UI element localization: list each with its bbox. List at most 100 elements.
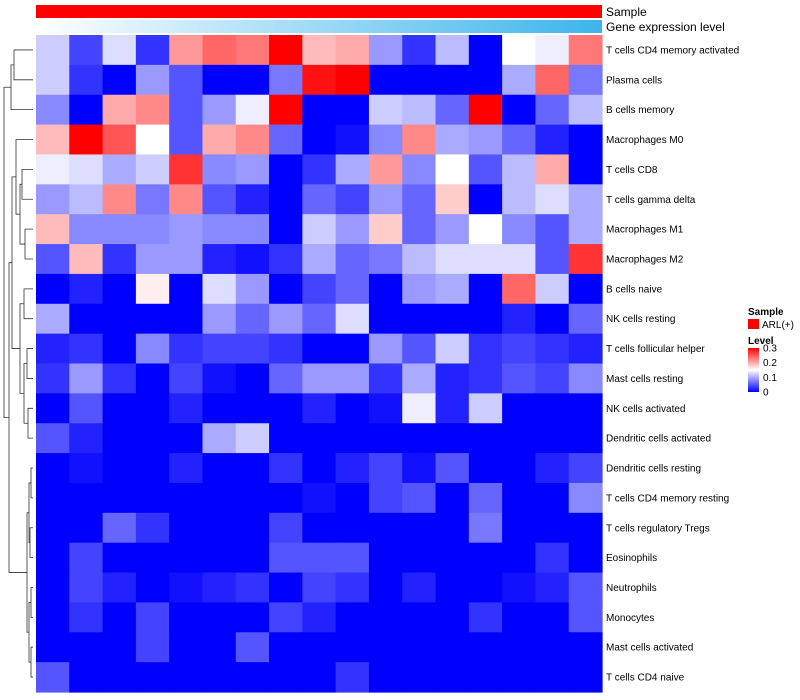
heatmap-cell: [235, 94, 270, 126]
heatmap-cell: [202, 184, 237, 215]
heatmap-cell: [69, 482, 104, 514]
heatmap-cell: [535, 214, 570, 245]
heatmap-cell: [402, 303, 437, 335]
heatmap-cell: [202, 214, 237, 245]
heatmap-cell: [468, 333, 503, 365]
gene-expression-annotation-bar: [36, 20, 602, 33]
heatmap-cell: [368, 154, 403, 185]
heatmap-cell: [102, 124, 137, 156]
heatmap-cell: [235, 542, 270, 574]
heatmap-cell: [302, 64, 337, 96]
row-label: T cells follicular helper: [606, 344, 705, 355]
heatmap-cell: [568, 482, 603, 514]
heatmap-cell: [435, 214, 470, 245]
heatmap-cell: [202, 244, 237, 275]
heatmap-cell: [36, 94, 70, 126]
row-label: Plasma cells: [606, 75, 662, 86]
heatmap-cell: [235, 154, 270, 185]
dendrogram-link: [23, 288, 33, 320]
heatmap-cell: [235, 602, 270, 633]
heatmap-cell: [502, 632, 537, 663]
row-label: T cells regulatory Tregs: [606, 523, 710, 534]
heatmap-cell: [169, 482, 204, 514]
heatmap-cell: [102, 512, 137, 544]
heatmap-cell: [402, 273, 437, 305]
heatmap-cell: [202, 64, 237, 96]
heatmap-cell: [269, 602, 303, 633]
heatmap-cell: [102, 94, 137, 126]
heatmap-cell: [368, 363, 403, 394]
heatmap-cell: [435, 333, 470, 365]
heatmap-cell: [202, 542, 237, 574]
heatmap-cell: [335, 363, 370, 394]
dendrogram-link: [30, 646, 33, 678]
heatmap-cell: [502, 542, 537, 574]
heatmap-cell: [502, 423, 537, 454]
heatmap-cell: [169, 512, 204, 544]
heatmap-cell: [535, 632, 570, 663]
heatmap-cell: [368, 662, 403, 693]
heatmap-cell: [269, 393, 303, 424]
heatmap-cell: [335, 94, 370, 126]
heatmap-cell: [402, 423, 437, 454]
heatmap-cell: [202, 363, 237, 394]
sample-legend-swatch: [748, 319, 759, 329]
heatmap-cell: [135, 124, 170, 156]
heatmap-cell: [202, 303, 237, 335]
heatmap-cell: [568, 632, 603, 663]
heatmap-cell: [502, 244, 537, 275]
heatmap-cell: [568, 35, 603, 66]
heatmap-cell: [568, 64, 603, 96]
heatmap-cell: [269, 363, 303, 394]
heatmap-cell: [135, 602, 170, 633]
row-dendrogram: [3, 49, 33, 678]
row-label: NK cells resting: [606, 314, 675, 325]
heatmap-cell: [402, 363, 437, 394]
heatmap-cell: [135, 453, 170, 484]
heatmap-cell: [335, 512, 370, 544]
heatmap-cell: [335, 662, 370, 693]
heatmap-cell: [502, 64, 537, 96]
dendrogram-link: [24, 228, 33, 260]
heatmap-cell: [435, 244, 470, 275]
heatmap-cell: [368, 244, 403, 275]
heatmap-cell: [169, 662, 204, 693]
heatmap-cell: [368, 214, 403, 245]
heatmap-cell: [302, 273, 337, 305]
heatmap-cell: [468, 542, 503, 574]
heatmap-cell: [36, 154, 70, 185]
heatmap-cell: [169, 303, 204, 335]
heatmap-cell: [468, 244, 503, 275]
heatmap-cell: [36, 333, 70, 365]
heatmap-cell: [36, 482, 70, 514]
heatmap-cell: [36, 124, 70, 156]
heatmap-cell: [568, 214, 603, 245]
heatmap-cell: [135, 214, 170, 245]
heatmap-cell: [169, 124, 204, 156]
heatmap-cell: [169, 602, 204, 633]
heatmap-cell: [368, 632, 403, 663]
heatmap-cell: [402, 512, 437, 544]
heatmap-cell: [435, 572, 470, 604]
heatmap-cell: [402, 542, 437, 574]
heatmap-cell: [169, 572, 204, 604]
heatmap-cell: [135, 363, 170, 394]
heatmap-cell: [568, 572, 603, 604]
heatmap-cell: [502, 453, 537, 484]
heatmap-cell: [468, 35, 503, 66]
heatmap-cell: [302, 35, 337, 66]
heatmap-cell: [69, 333, 104, 365]
heatmap-cell: [169, 363, 204, 394]
heatmap-cell: [568, 184, 603, 215]
row-label: Mast cells resting: [606, 374, 683, 385]
heatmap-cell: [102, 542, 137, 574]
heatmap-cell: [202, 94, 237, 126]
heatmap-cell: [135, 662, 170, 693]
heatmap-cell: [468, 512, 503, 544]
heatmap-cell: [235, 35, 270, 66]
heatmap-cell: [269, 273, 303, 305]
heatmap-cell: [69, 273, 104, 305]
heatmap-cell: [69, 64, 104, 96]
heatmap-cell: [102, 64, 137, 96]
heatmap-cell: [368, 453, 403, 484]
